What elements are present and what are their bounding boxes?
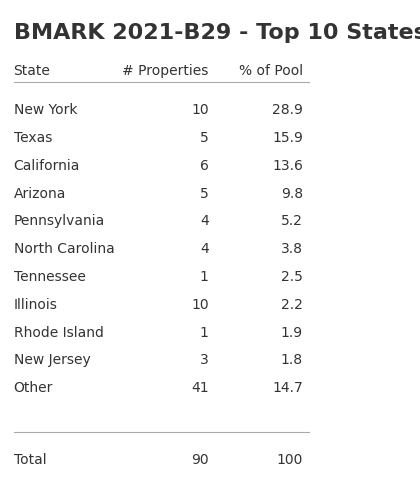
Text: Rhode Island: Rhode Island (13, 325, 103, 339)
Text: 3.8: 3.8 (281, 242, 303, 256)
Text: Total: Total (13, 453, 46, 467)
Text: State: State (13, 64, 50, 78)
Text: 5: 5 (200, 131, 209, 145)
Text: 1.8: 1.8 (281, 353, 303, 367)
Text: Tennessee: Tennessee (13, 270, 86, 284)
Text: 1: 1 (200, 270, 209, 284)
Text: 1: 1 (200, 325, 209, 339)
Text: # Properties: # Properties (122, 64, 209, 78)
Text: 10: 10 (191, 298, 209, 312)
Text: 41: 41 (191, 381, 209, 395)
Text: 5.2: 5.2 (281, 214, 303, 228)
Text: New Jersey: New Jersey (13, 353, 90, 367)
Text: California: California (13, 159, 80, 173)
Text: 14.7: 14.7 (272, 381, 303, 395)
Text: 15.9: 15.9 (272, 131, 303, 145)
Text: Other: Other (13, 381, 53, 395)
Text: 28.9: 28.9 (272, 103, 303, 117)
Text: 90: 90 (191, 453, 209, 467)
Text: 13.6: 13.6 (272, 159, 303, 173)
Text: Texas: Texas (13, 131, 52, 145)
Text: BMARK 2021-B29 - Top 10 States: BMARK 2021-B29 - Top 10 States (13, 23, 420, 43)
Text: 5: 5 (200, 187, 209, 201)
Text: North Carolina: North Carolina (13, 242, 114, 256)
Text: Pennsylvania: Pennsylvania (13, 214, 105, 228)
Text: 100: 100 (277, 453, 303, 467)
Text: 6: 6 (200, 159, 209, 173)
Text: Arizona: Arizona (13, 187, 66, 201)
Text: 2.5: 2.5 (281, 270, 303, 284)
Text: New York: New York (13, 103, 77, 117)
Text: 1.9: 1.9 (281, 325, 303, 339)
Text: % of Pool: % of Pool (239, 64, 303, 78)
Text: 9.8: 9.8 (281, 187, 303, 201)
Text: 3: 3 (200, 353, 209, 367)
Text: 2.2: 2.2 (281, 298, 303, 312)
Text: 10: 10 (191, 103, 209, 117)
Text: 4: 4 (200, 214, 209, 228)
Text: 4: 4 (200, 242, 209, 256)
Text: Illinois: Illinois (13, 298, 58, 312)
